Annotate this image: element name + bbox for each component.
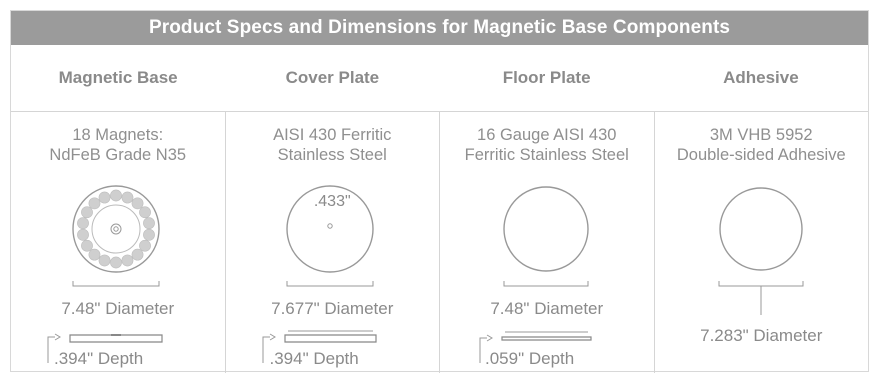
magnet-10 (110, 256, 122, 269)
magnet-5 (143, 217, 155, 230)
column-floor-plate: 16 Gauge AISI 430 Ferritic Stainless Ste… (439, 111, 654, 373)
material-line-2: NdFeB Grade N35 (49, 146, 187, 164)
adhesive-outline (718, 187, 803, 271)
diameter-adhesive: 7.283" Diameter (700, 326, 823, 345)
depth-arrow-icon (262, 333, 276, 363)
base-inner-ring (91, 204, 141, 254)
magnet-9 (121, 254, 134, 267)
floor-plate-drawing (479, 186, 592, 363)
diameter-cover-plate: 7.677" Diameter (271, 299, 394, 318)
floor-outline (503, 186, 589, 272)
material-line-1: AISI 430 Ferritic (273, 126, 392, 144)
material-line-2: Stainless Steel (277, 146, 387, 164)
material-line-1: 3M VHB 5952 (709, 126, 813, 144)
header-adhesive: Adhesive (723, 68, 799, 87)
diameter-bracket (72, 281, 160, 287)
magnet-ring (77, 189, 155, 269)
depth-floor-plate: .059" Depth (485, 349, 575, 368)
side-profile (69, 334, 163, 343)
magnet-13 (81, 239, 93, 252)
adhesive-drawing (718, 187, 803, 315)
header-row: Magnetic Base Cover Plate Floor Plate Ad… (11, 45, 868, 112)
magnet-18 (98, 191, 111, 204)
magnet-2 (121, 191, 134, 204)
cover-plate-drawing (262, 185, 377, 363)
diameter-bracket (503, 281, 589, 287)
side-profile (283, 334, 377, 343)
material-line-1: 18 Magnets: (72, 126, 164, 144)
diameter-bracket (286, 281, 373, 287)
center-hole-outer (110, 223, 122, 235)
magnet-3 (131, 197, 144, 210)
base-outer-ring (72, 185, 160, 273)
depth-magnetic-base: .394" Depth (54, 349, 144, 368)
cover-outline (285, 185, 374, 273)
header-floor-plate: Floor Plate (502, 68, 591, 87)
magnet-6 (143, 228, 155, 241)
magnet-8 (131, 248, 144, 261)
magnet-1 (110, 189, 122, 202)
diameter-bracket (718, 281, 803, 287)
material-magnetic-base: 18 Magnets: NdFeB Grade N35 (11, 125, 225, 165)
depth-cover-plate: .394" Depth (269, 349, 359, 368)
magnet-14 (77, 228, 89, 241)
column-magnetic-base: 18 Magnets: NdFeB Grade N35 7.48" Diamet… (11, 111, 225, 373)
side-profile (501, 336, 592, 341)
center-hole-inner (113, 226, 119, 232)
material-floor-plate: 16 Gauge AISI 430 Ferritic Stainless Ste… (440, 125, 654, 165)
table-title: Product Specs and Dimensions for Magneti… (11, 11, 868, 45)
hole-label: .433" (313, 193, 351, 210)
magnetic-base-drawing (47, 185, 163, 363)
material-line-2: Ferritic Stainless Steel (464, 146, 629, 164)
material-line-2: Double-sided Adhesive (676, 146, 846, 164)
magnet-16 (81, 206, 93, 219)
column-cover-plate: AISI 430 Ferritic Stainless Steel .433" … (224, 111, 440, 373)
diameter-floor-plate: 7.48" Diameter (490, 299, 604, 318)
material-cover-plate: AISI 430 Ferritic Stainless Steel (226, 125, 440, 165)
magnet-17 (88, 197, 101, 210)
depth-arrow-icon (47, 333, 61, 363)
column-adhesive: 3M VHB 5952 Double-sided Adhesive 7.283"… (653, 111, 869, 373)
diameter-magnetic-base: 7.48" Diameter (61, 299, 175, 318)
material-adhesive: 3M VHB 5952 Double-sided Adhesive (655, 125, 869, 165)
magnet-15 (77, 217, 89, 230)
spec-columns: 18 Magnets: NdFeB Grade N35 7.48" Diamet… (11, 111, 868, 373)
magnet-4 (139, 206, 151, 219)
header-cover-plate: Cover Plate (285, 68, 380, 87)
magnet-7 (139, 239, 151, 252)
magnet-12 (88, 248, 101, 261)
cover-center-hole (326, 223, 333, 229)
magnet-11 (98, 254, 111, 267)
specs-card: Product Specs and Dimensions for Magneti… (10, 10, 869, 373)
material-line-1: 16 Gauge AISI 430 (477, 126, 617, 144)
depth-arrow-icon (479, 334, 493, 363)
header-magnetic-base: Magnetic Base (58, 68, 178, 87)
